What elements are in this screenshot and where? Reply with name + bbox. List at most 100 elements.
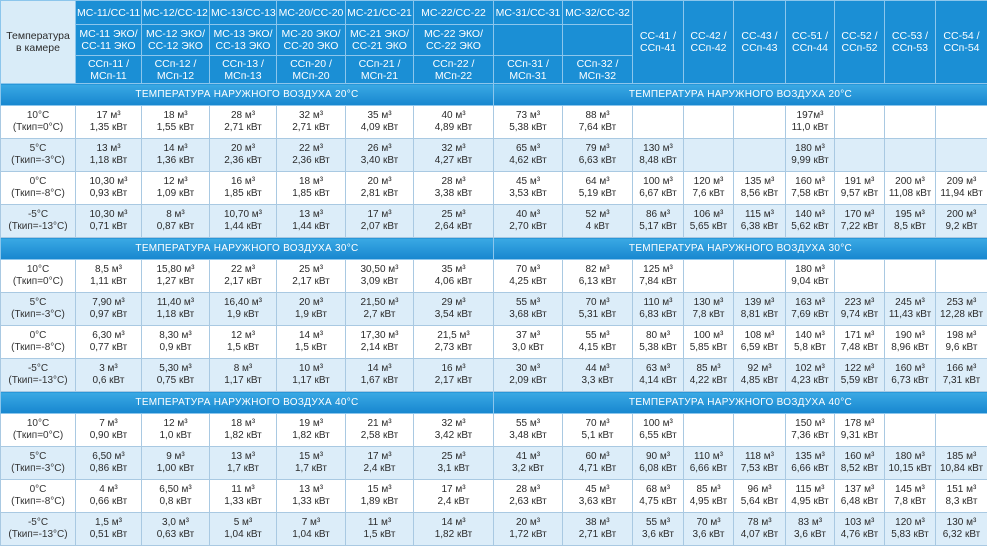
text-line: ССп-31 / xyxy=(507,57,549,70)
value-cell: 16 м³ 1,85 кВт xyxy=(209,171,277,205)
data-row: 10°С (Ткип=0°С) 7 м³ 0,90 кВт 12 м³ 1,0 кВт 18… xyxy=(0,413,987,447)
text-line: 92 м³ xyxy=(747,363,772,374)
text-line: МС-31/СС-31 xyxy=(495,6,561,19)
value-cell: 70 м³ 5,31 кВт xyxy=(562,292,633,326)
text-line: 185 м³ xyxy=(946,451,977,462)
text-line: 6,67 кВт xyxy=(639,188,677,199)
text-line: 10°С xyxy=(26,110,50,121)
text-line: 7,22 кВт xyxy=(840,221,879,232)
text-line: МС-11 ЭКО/ xyxy=(79,28,138,40)
text-line: 1,67 кВт xyxy=(360,375,399,386)
value-cell: 90 м³ 6,08 кВт xyxy=(632,446,684,480)
text-line: 15 м³ xyxy=(298,451,324,462)
header-row: МС-11 ЭКО/СС-11 ЭКО МС-12 ЭКО/СС-12 ЭКО МС… xyxy=(1,24,987,56)
section-title: ТЕМПЕРАТУРА НАРУЖНОГО ВОЗДУХА 20°С xyxy=(493,83,987,106)
text-line: 5 м³ xyxy=(233,517,253,528)
value-cell xyxy=(834,259,885,293)
value-cell: 135 м³ 8,56 кВт xyxy=(733,171,786,205)
text-line: (Ткип=-13°С) xyxy=(8,375,68,386)
value-cell: 8 м³ 0,87 кВт xyxy=(141,204,210,238)
value-cell: 10,70 м³ 1,44 кВт xyxy=(209,204,277,238)
text-line: 110 м³ xyxy=(643,297,673,308)
value-cell: 55 м³ 3,48 кВт xyxy=(493,413,563,447)
text-line: СС-11 ЭКО xyxy=(81,40,136,52)
text-line: 145 м³ xyxy=(895,484,925,495)
temperature-cell: 0°С (Ткип=-8°С) xyxy=(0,479,76,513)
text-line: 78 м³ xyxy=(747,517,772,528)
value-cell: 170 м³ 7,22 кВт xyxy=(834,204,885,238)
text-line: 4 м³ xyxy=(99,484,118,495)
text-line: 25 м³ xyxy=(298,264,324,275)
data-row: 10°С (Ткип=0°С) 17 м³ 1,35 кВт 18 м³ 1,55 кВт… xyxy=(0,105,987,139)
model-header: ССп-13 /МСп-13 xyxy=(209,55,277,84)
text-line: 3,53 кВт xyxy=(509,188,547,199)
text-line: 3,6 кВт xyxy=(692,529,725,540)
text-line: МС-13 ЭКО/ xyxy=(213,28,273,40)
value-cell: 160 м³ 6,73 кВт xyxy=(884,358,936,392)
value-cell: 88 м³ 7,64 кВт xyxy=(562,105,633,139)
value-cell xyxy=(683,259,734,293)
value-cell: 245 м³ 11,43 кВт xyxy=(884,292,936,326)
value-cell: 45 м³ 3,53 кВт xyxy=(493,171,563,205)
text-line: 0,87 кВт xyxy=(156,221,195,232)
value-cell: 115 м³ 6,38 кВт xyxy=(733,204,786,238)
text-line: 1,5 м³ xyxy=(95,517,122,528)
value-cell: 163 м³ 7,69 кВт xyxy=(785,292,835,326)
text-line: ССп-21 / xyxy=(358,57,401,70)
value-cell: 17 м³ 1,35 кВт xyxy=(75,105,142,139)
text-line: 1,35 кВт xyxy=(89,122,128,133)
value-cell: 12 м³ 1,09 кВт xyxy=(141,171,210,205)
text-line: 2,71 кВт xyxy=(292,122,330,133)
value-cell: 118 м³ 7,53 кВт xyxy=(733,446,786,480)
text-line: 151 м³ xyxy=(946,484,977,495)
text-line: СС-13 ЭКО xyxy=(215,40,271,52)
value-cell xyxy=(884,413,936,447)
value-cell: 25 м³ 2,17 кВт xyxy=(276,259,346,293)
text-line: (Ткип=-13°С) xyxy=(8,221,68,232)
value-cell: 195 м³ 8,5 кВт xyxy=(884,204,936,238)
value-cell: 120 м³ 7,6 кВт xyxy=(683,171,734,205)
model-header: МС-20 ЭКО/СС-20 ЭКО xyxy=(276,24,346,56)
model-header: МС-11 ЭКО/СС-11 ЭКО xyxy=(75,24,142,56)
value-cell: 11 м³ 1,33 кВт xyxy=(209,479,277,513)
value-cell: 100 м³ 6,67 кВт xyxy=(632,171,684,205)
text-line: СС-43 / xyxy=(741,30,778,42)
model-header: СС-52 /ССп-52 xyxy=(834,0,885,84)
value-cell xyxy=(683,105,734,139)
value-cell: 125 м³ 7,84 кВт xyxy=(632,259,684,293)
data-row: -5°С (Ткип=-13°С) 10,30 м³ 0,71 кВт 8 м³ 0,87… xyxy=(0,204,987,238)
value-cell: 120 м³ 5,83 кВт xyxy=(884,512,936,546)
text-line: МСп-21 xyxy=(360,69,399,82)
text-line: 45 м³ xyxy=(585,484,610,495)
value-cell: 12 м³ 1,5 кВт xyxy=(209,325,277,359)
model-header: ССп-12 /МСп-12 xyxy=(141,55,210,84)
model-header: СС-41 /ССп-41 xyxy=(632,0,684,84)
model-header: МС-12 ЭКО/СС-12 ЭКО xyxy=(141,24,210,56)
text-line: 5,65 кВт xyxy=(689,221,728,232)
text-line: 1,5 кВт xyxy=(363,529,396,540)
text-line: 4,23 кВт xyxy=(791,375,829,386)
data-row: 5°С (Ткип=-3°С) 6,50 м³ 0,86 кВт 9 м³ 1,00 кВ… xyxy=(0,446,987,480)
value-cell xyxy=(683,413,734,447)
text-line: 4,06 кВт xyxy=(434,276,473,287)
text-line: 5°С xyxy=(29,297,47,308)
value-cell: 83 м³ 3,6 кВт xyxy=(785,512,835,546)
header-row: ССп-11 /МСп-11 ССп-12 /МСп-12 ССп-13 /МСп-… xyxy=(1,55,987,84)
value-cell: 40 м³ 4,89 кВт xyxy=(413,105,494,139)
value-cell: 32 м³ 4,27 кВт xyxy=(413,138,494,172)
value-cell: 22 м³ 2,36 кВт xyxy=(276,138,346,172)
text-line: 13 м³ xyxy=(298,209,324,220)
text-line: 4,89 кВт xyxy=(434,122,473,133)
value-cell: 139 м³ 8,81 кВт xyxy=(733,292,786,326)
text-line: 3 м³ xyxy=(99,363,118,374)
text-line: 12 м³ xyxy=(163,176,188,187)
model-header xyxy=(562,24,633,56)
value-cell: 70 м³ 5,1 кВт xyxy=(562,413,633,447)
value-cell: 7,90 м³ 0,97 кВт xyxy=(75,292,142,326)
temperature-cell: 10°С (Ткип=0°С) xyxy=(0,259,76,293)
text-line: ССп-13 / xyxy=(222,57,264,70)
value-cell: 11,40 м³ 1,18 кВт xyxy=(141,292,210,326)
text-line: 83 м³ xyxy=(797,517,823,528)
text-line: МС-12/СС-12 xyxy=(143,6,208,19)
